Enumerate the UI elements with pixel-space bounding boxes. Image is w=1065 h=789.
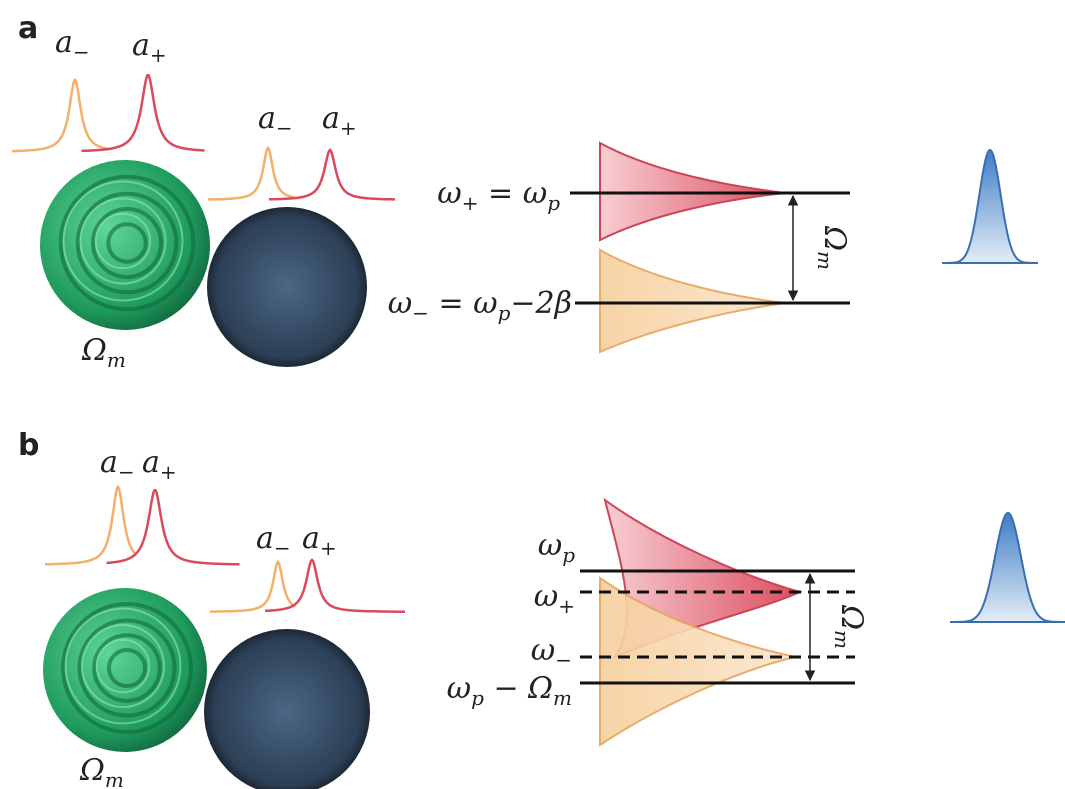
resonator-label-part: m — [105, 768, 124, 789]
resonator-ring — [61, 602, 193, 734]
splitting-label: Ωm — [830, 604, 869, 649]
mode-label-part: a — [322, 101, 340, 136]
level-label-part: = ω — [479, 176, 548, 211]
mode-label-part: a — [256, 521, 274, 556]
level-label-part: m — [553, 686, 572, 710]
optical-resonator — [204, 629, 370, 789]
level-label-part: p — [547, 191, 560, 215]
output-pulse — [942, 148, 1038, 264]
level-label: ω− = ωp−2β — [388, 286, 572, 325]
mode-label-part: + — [340, 116, 357, 140]
resonator-ring-hi — [64, 607, 182, 725]
splitting-label-part: m — [813, 251, 837, 270]
level-label-part: − — [412, 301, 429, 325]
level-label-part: p — [562, 543, 575, 567]
resonator-ring-hi — [94, 212, 152, 270]
resonator-label: Ωm — [81, 333, 126, 372]
mode-label: a+ — [142, 445, 177, 484]
resonator-ring — [58, 174, 196, 312]
level-label-part: p — [498, 301, 511, 325]
level-label-part: = ω — [429, 286, 498, 321]
mode-label-part: − — [276, 116, 293, 140]
mode-label-part: + — [150, 43, 167, 67]
spectrum-minus — [208, 145, 300, 201]
spectrum-plus — [264, 558, 405, 613]
spectrum-minus — [210, 559, 296, 613]
mode-label: a− — [256, 521, 291, 560]
mode-lobe — [599, 248, 786, 354]
splitting-label: Ωm — [813, 225, 852, 270]
level-label-part: ω — [388, 286, 412, 321]
resonator-ring-hi — [81, 624, 165, 708]
output-pulse — [950, 511, 1065, 623]
level-label: ω+ = ωp — [437, 176, 560, 215]
splitting-label-part: Ω — [834, 604, 869, 630]
level-label-part: ω — [447, 671, 471, 706]
resonator-ring — [91, 207, 163, 279]
level-label-part: − Ω — [484, 671, 553, 706]
level-label-part: + — [462, 191, 479, 215]
mode-label-part: − — [274, 536, 291, 560]
optical-resonator — [207, 207, 367, 367]
level-label: ωp − Ωm — [447, 671, 572, 710]
mode-label-part: a — [132, 28, 150, 63]
resonator-label-part: m — [107, 348, 126, 372]
level-label-part: ω — [437, 176, 461, 211]
resonator-ring — [106, 647, 148, 689]
splitting-label-part: Ω — [817, 225, 852, 251]
mode-label-part: − — [73, 40, 90, 64]
mode-label: a− — [258, 101, 293, 140]
mode-label-part: a — [142, 445, 160, 480]
mode-label-part: a — [302, 521, 320, 556]
spectrum-plus — [81, 74, 205, 153]
mode-label: a− — [100, 445, 135, 484]
resonator-ring — [106, 222, 148, 264]
resonator-label: Ωm — [79, 753, 124, 789]
mode-label-part: − — [118, 460, 135, 484]
mode-label: a+ — [322, 101, 357, 140]
mechanical-resonator — [43, 588, 207, 752]
resonator-ring — [92, 633, 162, 703]
spectrum-minus — [45, 484, 137, 566]
level-label-part: ω — [531, 633, 555, 668]
mode-label-part: a — [258, 101, 276, 136]
resonator-label-part: Ω — [81, 333, 107, 368]
mode-label: a− — [55, 25, 90, 64]
spectrum-plus — [106, 489, 240, 566]
panel-label: b — [18, 428, 39, 463]
level-label: ω+ — [534, 579, 575, 618]
level-label-part: ω — [538, 528, 562, 563]
level-label-part: −2β — [510, 286, 572, 321]
resonator-ring — [77, 618, 177, 718]
resonator-ring-hi — [95, 638, 151, 694]
splitting-label-part: m — [830, 630, 854, 649]
level-label-part: ω — [534, 579, 558, 614]
mode-label-part: + — [160, 460, 177, 484]
mode-label-part: a — [100, 445, 118, 480]
level-label-part: − — [555, 648, 572, 672]
mode-label-part: a — [55, 25, 73, 60]
resonator-ring-hi — [62, 180, 184, 302]
level-label: ωp — [538, 528, 575, 567]
mode-label: a+ — [302, 521, 337, 560]
spectrum-minus — [12, 77, 112, 153]
resonator-ring-hi — [79, 197, 167, 285]
spectrum-plus — [268, 148, 395, 201]
level-label-part: + — [558, 594, 575, 618]
resonator-ring — [75, 191, 179, 295]
level-label-part: p — [471, 686, 484, 710]
level-label: ω− — [531, 633, 572, 672]
mechanical-resonator — [40, 160, 210, 330]
mode-label-part: + — [320, 536, 337, 560]
panel-label: a — [18, 11, 38, 46]
mode-label: a+ — [132, 28, 167, 67]
resonator-label-part: Ω — [79, 753, 105, 788]
